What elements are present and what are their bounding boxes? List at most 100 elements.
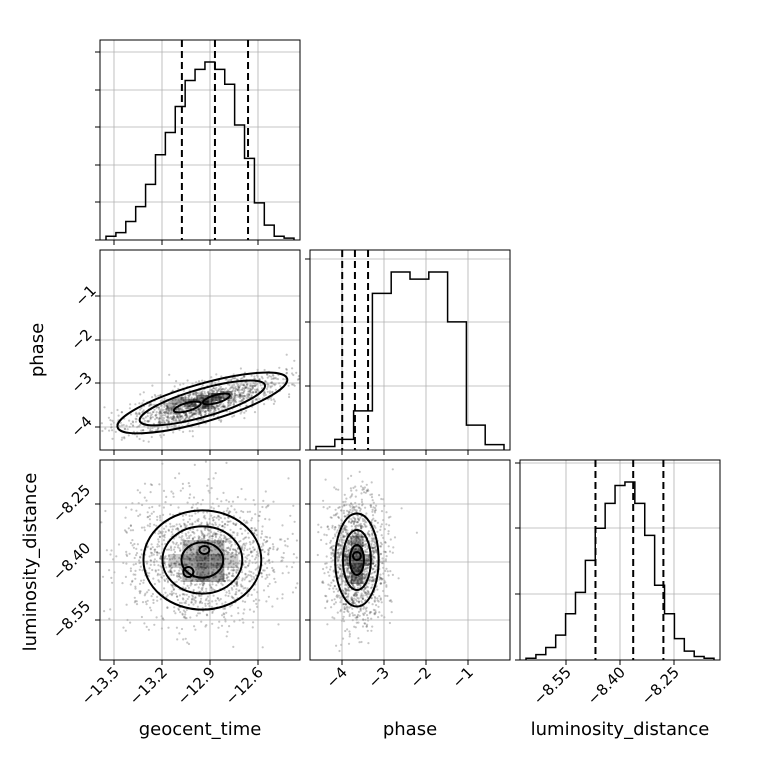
scatter-point	[369, 493, 372, 496]
scatter-point	[205, 597, 208, 600]
scatter-point	[245, 575, 249, 578]
scatter-point	[207, 391, 210, 394]
scatter-point	[195, 413, 198, 416]
scatter-point	[175, 415, 179, 418]
scatter-point	[179, 577, 182, 580]
scatter-point	[204, 602, 207, 605]
scatter-point	[233, 531, 236, 534]
scatter-point	[248, 510, 252, 513]
scatter-point	[171, 557, 174, 560]
scatter-point	[188, 399, 191, 402]
scatter-point	[127, 527, 130, 530]
scatter-point	[211, 571, 214, 574]
scatter-point	[193, 599, 196, 602]
scatter-point	[172, 592, 175, 595]
scatter-point	[243, 389, 246, 392]
scatter-point	[281, 559, 284, 562]
scatter-point	[330, 606, 333, 609]
scatter-point	[152, 601, 155, 605]
scatter-point	[233, 383, 236, 386]
scatter-point	[163, 563, 167, 566]
scatter-point	[202, 511, 205, 514]
scatter-point	[215, 575, 218, 578]
scatter-point	[217, 407, 220, 411]
scatter-point	[154, 548, 157, 551]
scatter-point	[203, 411, 206, 414]
scatter-point	[347, 594, 350, 597]
scatter-point	[195, 583, 198, 586]
scatter-point	[169, 513, 172, 516]
tick-label: −8.25	[638, 663, 683, 708]
scatter-point	[200, 412, 203, 415]
scatter-point	[288, 395, 291, 399]
scatter-point	[221, 525, 224, 528]
scatter-point	[266, 505, 269, 508]
scatter-point	[165, 566, 168, 569]
scatter-point	[228, 383, 231, 387]
density-cell	[350, 572, 363, 584]
scatter-point	[146, 599, 149, 602]
scatter-point	[184, 610, 187, 614]
scatter-point	[273, 570, 276, 574]
scatter-point	[326, 623, 329, 626]
scatter-point	[140, 406, 143, 410]
scatter-point	[195, 393, 198, 396]
scatter-point	[252, 499, 255, 502]
scatter-point	[342, 539, 345, 542]
scatter-point	[199, 600, 202, 604]
scatter-point	[251, 401, 254, 404]
scatter-point	[345, 525, 348, 528]
scatter-point	[178, 415, 181, 418]
scatter-point	[254, 561, 257, 565]
scatter-point	[336, 611, 339, 614]
scatter-point	[134, 562, 137, 566]
scatter-point	[143, 526, 146, 529]
scatter-point	[327, 571, 330, 574]
scatter-point	[237, 576, 241, 579]
scatter-point	[189, 548, 192, 552]
scatter-point	[242, 398, 245, 401]
scatter-point	[251, 555, 254, 558]
scatter-point	[182, 557, 185, 561]
scatter-point	[184, 396, 187, 399]
scatter-point	[360, 492, 363, 495]
scatter-point	[202, 535, 206, 538]
scatter-point	[159, 555, 162, 558]
scatter-point	[157, 422, 160, 425]
scatter-point	[177, 412, 180, 416]
scatter-point	[245, 520, 248, 523]
scatter-point	[189, 553, 192, 556]
scatter-point	[391, 468, 394, 471]
scatter-point	[124, 516, 127, 519]
scatter-point	[202, 516, 205, 519]
scatter-point	[162, 420, 165, 423]
scatter-point	[207, 539, 210, 543]
scatter-point	[131, 544, 134, 547]
scatter-point	[184, 563, 188, 567]
scatter-point	[250, 519, 253, 522]
scatter-point	[189, 549, 192, 552]
scatter-point	[361, 486, 364, 489]
scatter-point	[248, 390, 251, 393]
scatter-point	[218, 403, 221, 406]
scatter-point	[188, 496, 191, 500]
scatter-point	[390, 611, 393, 614]
scatter-point	[178, 632, 181, 635]
scatter-point	[371, 533, 374, 536]
scatter-point	[155, 551, 159, 554]
scatter-point	[184, 418, 187, 421]
scatter-point	[246, 392, 249, 395]
scatter-point	[179, 489, 182, 492]
scatter-point	[206, 511, 209, 514]
scatter-point	[180, 579, 183, 583]
tick-label: −2	[407, 663, 435, 691]
scatter-point	[184, 413, 187, 416]
scatter-point	[235, 588, 238, 591]
scatter-point	[173, 606, 176, 609]
scatter-point	[210, 589, 213, 592]
scatter-point	[151, 416, 154, 419]
scatter-point	[172, 492, 175, 495]
scatter-point	[363, 612, 366, 615]
scatter-point	[177, 607, 180, 610]
scatter-point	[202, 582, 205, 585]
